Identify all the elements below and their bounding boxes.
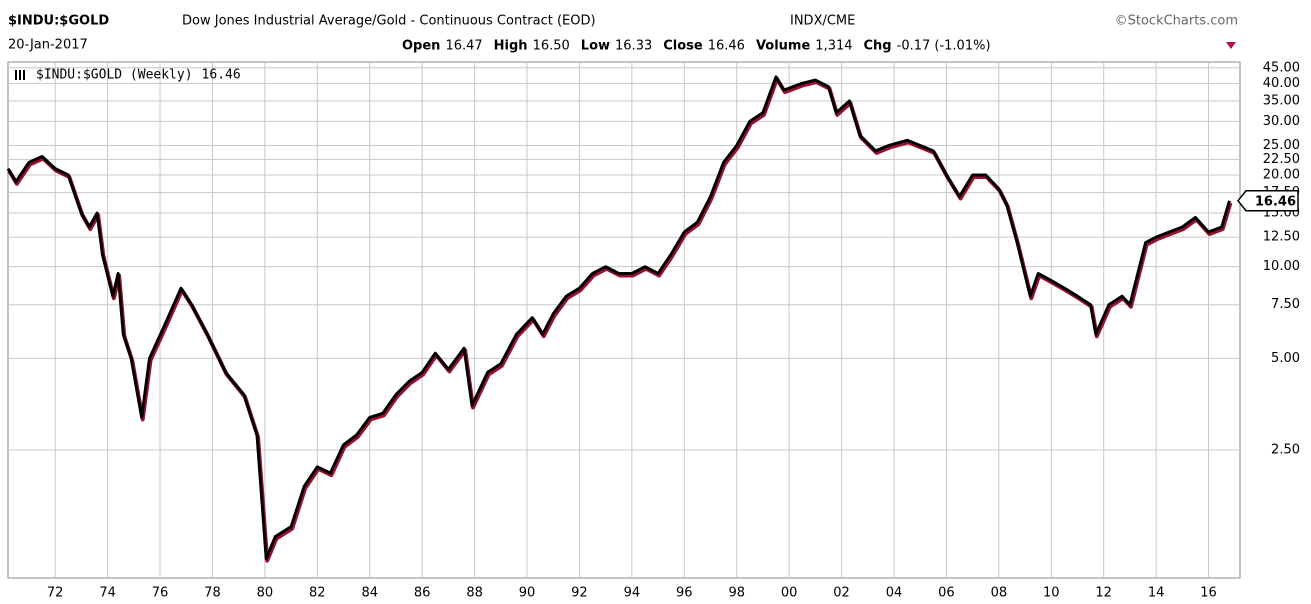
down-arrow [1226, 42, 1236, 49]
quote-label: Close [663, 39, 703, 54]
x-tick-label: 86 [414, 586, 431, 601]
x-tick-label: 82 [309, 586, 326, 601]
source: ©StockCharts.com [1115, 14, 1238, 29]
date: 20-Jan-2017 [8, 38, 88, 53]
quote-label: Open [402, 39, 440, 54]
exchange: INDX/CME [790, 14, 855, 29]
x-tick-label: 88 [466, 586, 483, 601]
y-tick-label: 35.00 [1263, 93, 1300, 108]
y-tick-label: 30.00 [1263, 114, 1300, 129]
plot-frame [7, 61, 1241, 579]
x-tick-label: 04 [886, 586, 903, 601]
chart-subtitle: Dow Jones Industrial Average/Gold - Cont… [182, 14, 596, 29]
chart-title: $INDU:$GOLD [8, 14, 109, 29]
y-tick-label: 22.50 [1263, 152, 1300, 167]
quote-value: 16.47 [445, 39, 482, 54]
x-tick-label: 14 [1148, 586, 1165, 601]
y-tick-label: 45.00 [1263, 60, 1300, 75]
quote: Open 16.47 High 16.50 Low 16.33 Close 16.46 Volu… [402, 39, 991, 54]
quote-label: High [494, 39, 528, 54]
x-tick-label: 10 [1043, 586, 1060, 601]
x-tick-label: 90 [519, 586, 536, 601]
x-tick-label: 94 [624, 586, 641, 601]
legend-name: $INDU:$GOLD (Weekly) [36, 68, 193, 83]
x-tick-label: 08 [991, 586, 1008, 601]
x-tick-label: 16 [1200, 586, 1217, 601]
x-tick-label: 72 [47, 586, 64, 601]
quote-label: Volume [756, 39, 811, 54]
quote-label: Chg [864, 39, 892, 54]
quote-value: 1,314 [815, 39, 852, 54]
x-tick-label: 78 [204, 586, 221, 601]
last-price-box [1237, 190, 1299, 212]
legend-icon [15, 70, 25, 80]
quote-value: -0.17 (-1.01%) [897, 39, 991, 54]
legend-value: 16.46 [202, 68, 241, 83]
x-tick-label: 00 [781, 586, 798, 601]
x-tick-label: 76 [152, 586, 169, 601]
quote-value: 16.50 [533, 39, 570, 54]
quote-label: Low [581, 39, 610, 54]
y-tick-label: 2.50 [1271, 443, 1300, 458]
y-tick-label: 10.00 [1263, 259, 1300, 274]
x-tick-label: 74 [99, 586, 116, 601]
last-price-label: 16.46 [1255, 194, 1296, 209]
x-tick-label: 98 [728, 586, 745, 601]
x-tick-label: 12 [1095, 586, 1112, 601]
x-tick-label: 06 [938, 586, 955, 601]
y-tick-label: 7.50 [1271, 297, 1300, 312]
x-tick-label: 92 [571, 586, 588, 601]
y-tick-label: 40.00 [1263, 76, 1300, 91]
quote-value: 16.33 [615, 39, 652, 54]
x-tick-label: 84 [361, 586, 378, 601]
y-tick-label: 20.00 [1263, 168, 1300, 183]
x-tick-label: 80 [257, 586, 274, 601]
x-tick-label: 96 [676, 586, 693, 601]
x-tick-label: 02 [833, 586, 850, 601]
y-tick-label: 5.00 [1271, 351, 1300, 366]
y-tick-label: 12.50 [1263, 230, 1300, 245]
quote-value: 16.46 [708, 39, 745, 54]
price-line [6, 75, 1231, 561]
y-tick-label: 25.00 [1263, 138, 1300, 153]
